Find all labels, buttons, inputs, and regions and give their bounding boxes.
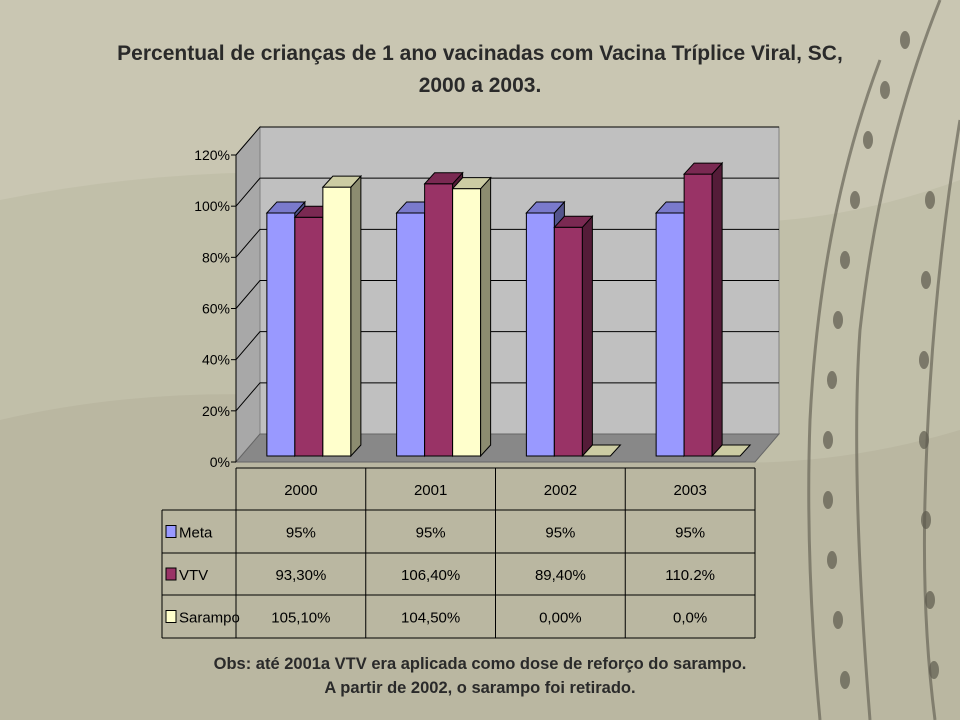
y-tick-label: 0% <box>210 454 230 470</box>
note-line-2: A partir de 2002, o sarampo foi retirado… <box>324 679 636 697</box>
data-label: 95% <box>675 525 705 542</box>
bar-side <box>480 176 492 458</box>
data-label: 104,50% <box>401 610 460 627</box>
bar <box>525 212 555 457</box>
legend-swatch <box>165 567 177 581</box>
data-label: 89,40% <box>535 567 586 584</box>
legend-label: Sarampo <box>179 610 240 627</box>
bar-top <box>581 444 622 457</box>
data-label: 95% <box>545 525 575 542</box>
bar-top <box>710 444 752 457</box>
y-tick-label: 60% <box>202 301 230 317</box>
y-tick-label: 120% <box>194 147 230 163</box>
data-label: 110.2% <box>665 567 715 584</box>
bar-side <box>581 214 593 458</box>
bar <box>266 212 296 457</box>
bar <box>452 188 482 457</box>
gridline <box>235 177 779 207</box>
data-label: 95% <box>286 525 316 542</box>
data-label: 0,0% <box>673 610 707 627</box>
bar-top <box>321 175 363 188</box>
data-label: 95% <box>416 525 446 542</box>
chart-note: Obs: até 2001a VTV era aplicada como dos… <box>40 652 920 700</box>
gridline <box>235 228 779 258</box>
data-label: 106,40% <box>401 567 460 584</box>
bar <box>683 173 713 457</box>
title-line-1: Percentual de crianças de 1 ano vacinada… <box>117 42 843 65</box>
y-tick-label: 40% <box>202 352 230 368</box>
bar-side <box>711 161 723 458</box>
bar <box>396 212 426 457</box>
legend-swatch <box>165 525 177 538</box>
data-label: 0,00% <box>539 610 582 627</box>
y-tick-label: 80% <box>202 249 230 265</box>
bar <box>294 216 324 457</box>
title-line-2: 2000 a 2003. <box>418 74 542 97</box>
category-label: 2003 <box>673 482 706 499</box>
category-label: 2001 <box>414 482 447 499</box>
bar <box>424 183 454 457</box>
bar <box>322 186 352 457</box>
legend-label: VTV <box>179 567 208 584</box>
y-tick-label: 20% <box>202 403 230 419</box>
floor <box>234 433 781 463</box>
gridline <box>235 382 779 412</box>
gridline <box>235 331 779 360</box>
bar-side <box>350 174 362 458</box>
gridline <box>235 280 779 309</box>
bar-top <box>451 177 492 190</box>
legend-swatch <box>165 610 177 623</box>
bar-top <box>553 215 594 228</box>
bar-top <box>265 201 307 214</box>
bar-top <box>525 201 566 214</box>
y-tick-label: 100% <box>194 198 230 214</box>
data-label: 105,10% <box>271 610 330 627</box>
bar-top <box>682 162 724 175</box>
category-label: 2002 <box>544 482 577 499</box>
note-line-1: Obs: até 2001a VTV era aplicada como dos… <box>213 655 747 673</box>
chart-title: Percentual de crianças de 1 ano vacinada… <box>40 38 920 102</box>
category-label: 2000 <box>284 482 317 499</box>
bar <box>553 226 583 457</box>
legend-label: Meta <box>179 525 213 542</box>
bar-top <box>423 172 464 185</box>
data-label: 93,30% <box>275 567 326 584</box>
bar <box>655 212 685 457</box>
gridline <box>235 126 779 156</box>
